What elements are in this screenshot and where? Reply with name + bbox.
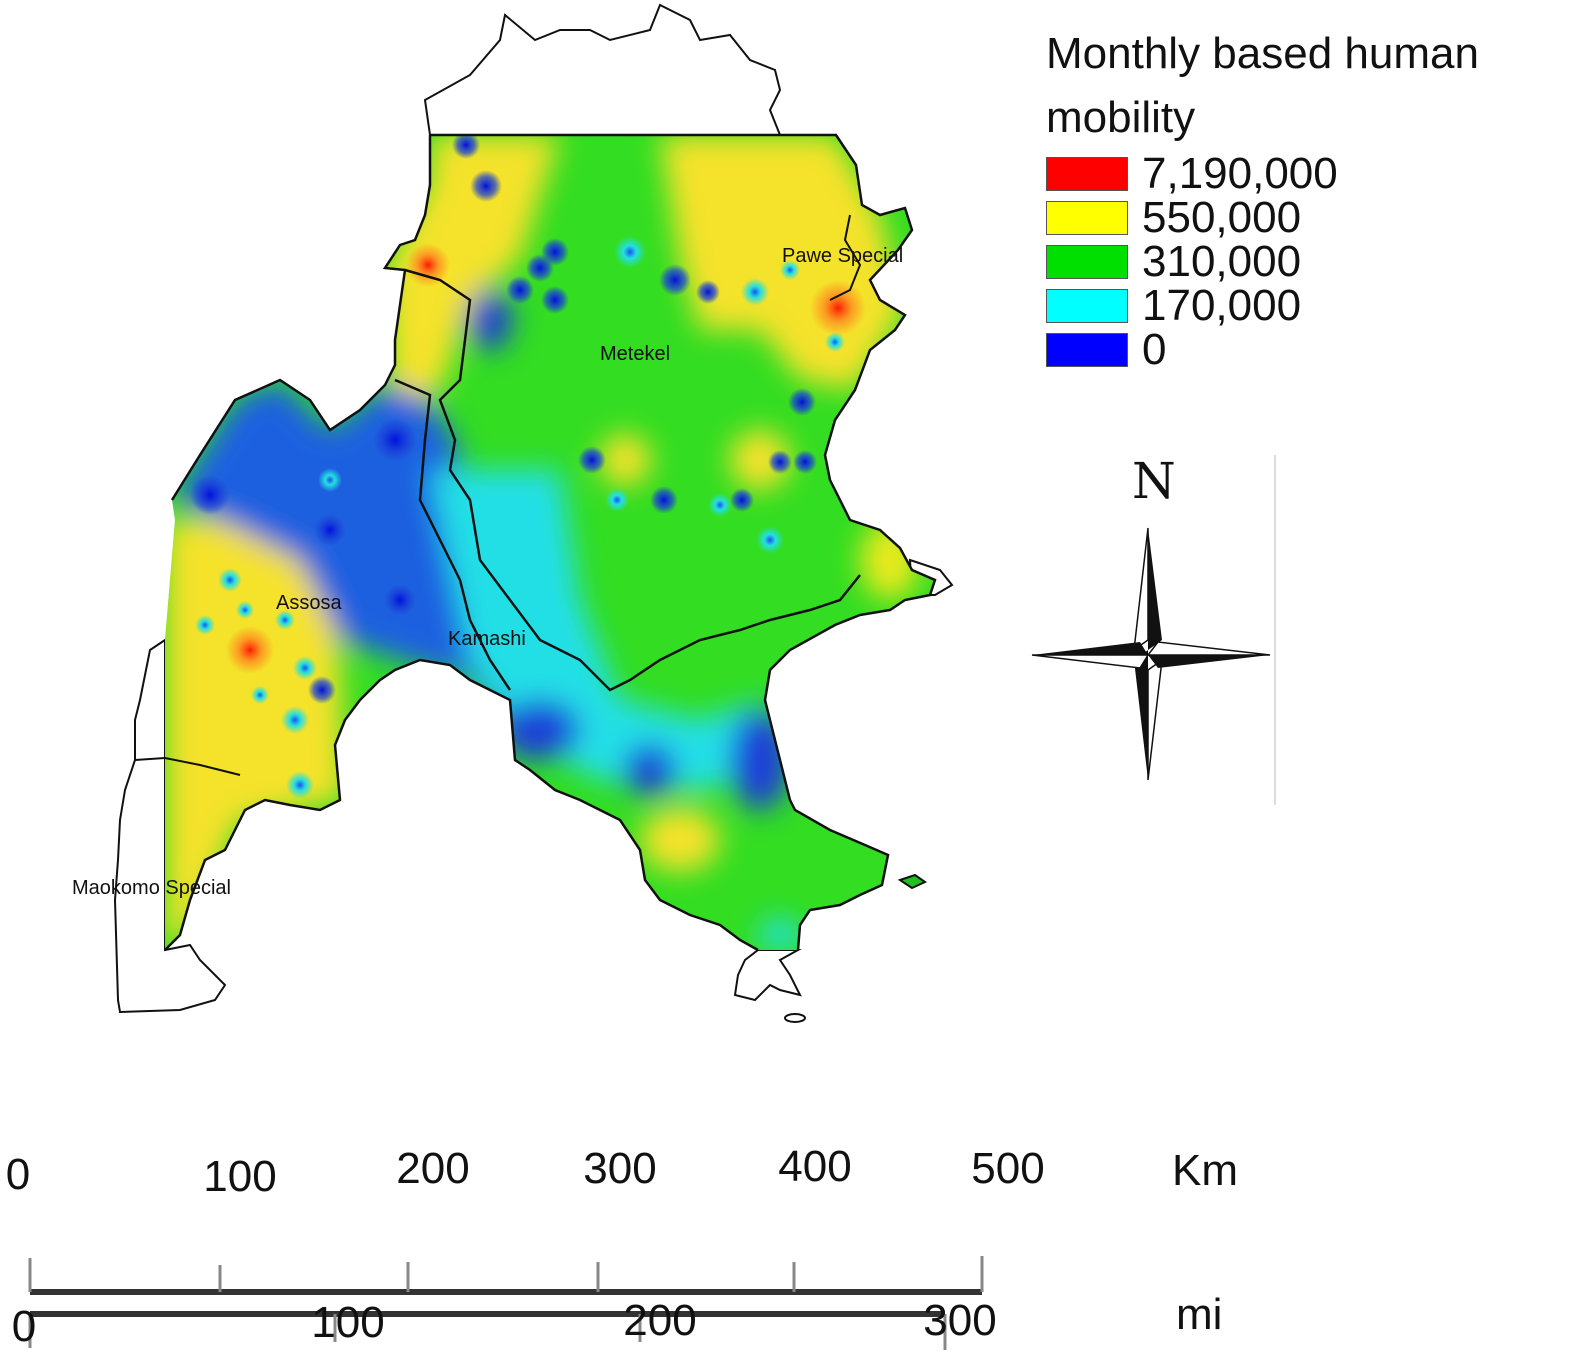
- scale-mi-tick: 100: [311, 1298, 385, 1347]
- boundary-assosa-kamashi: [394, 378, 512, 691]
- outer-boundary-southeast: [733, 949, 802, 1002]
- region-label-pawe: Pawe Special: [782, 245, 903, 267]
- legend-label: 0: [1142, 325, 1167, 374]
- region-label-maokomo: Maokomo Special: [72, 877, 231, 899]
- boundary-pawe: [829, 214, 862, 301]
- region-label-metekel: Metekel: [600, 343, 670, 365]
- scale-km-tick: 200: [396, 1144, 470, 1193]
- scale-mi-tick: 200: [623, 1296, 697, 1345]
- legend-swatch: [1046, 201, 1128, 235]
- legend-row: 310,000: [1046, 240, 1594, 284]
- island-outline: [784, 1013, 806, 1023]
- outer-boundary-north: [423, 3, 782, 136]
- scale-km-tick: 0: [5, 1150, 31, 1199]
- region-label-kamashi: Kamashi: [448, 628, 526, 650]
- legend-row: 7,190,000: [1046, 152, 1594, 196]
- region-boundary-outline: [164, 133, 937, 952]
- legend-row: 170,000: [1046, 284, 1594, 328]
- boundary-maokomo: [134, 756, 241, 776]
- outer-boundary-southwest: [113, 638, 227, 1014]
- scale-mi-tick: 0: [11, 1302, 37, 1351]
- scale-km-tick: 100: [203, 1152, 277, 1201]
- legend-label: 170,000: [1142, 281, 1302, 330]
- legend-row: 0: [1046, 328, 1594, 372]
- legend-row: 550,000: [1046, 196, 1594, 240]
- legend-label: 310,000: [1142, 237, 1302, 286]
- legend-swatch: [1046, 289, 1128, 323]
- north-arrow: N: [1030, 450, 1280, 810]
- scale-km-tick: 400: [778, 1142, 852, 1191]
- island-shape: [897, 873, 927, 890]
- legend: Monthly based human mobility 7,190,000 5…: [1046, 22, 1594, 372]
- legend-rows: 7,190,000 550,000 310,000 170,000 0: [1046, 152, 1594, 372]
- region-label-assosa: Assosa: [276, 592, 342, 614]
- scale-km-unit: Km: [1172, 1146, 1238, 1195]
- legend-swatch: [1046, 333, 1128, 367]
- map-canvas: Pawe Special Metekel Assosa Kamashi Maok…: [72, 3, 954, 1023]
- legend-label: 7,190,000: [1142, 149, 1338, 198]
- boundary-metekel-west: [404, 268, 861, 692]
- scale-bar: 0 100 200 300 400 500 Km 0 100 200 300 m…: [0, 1120, 1594, 1370]
- legend-title: Monthly based human mobility: [1046, 29, 1479, 142]
- scale-mi-unit: mi: [1176, 1290, 1223, 1339]
- scale-mi-tick: 300: [923, 1296, 997, 1345]
- legend-swatch: [1046, 245, 1128, 279]
- scale-km-tick: 300: [583, 1144, 657, 1193]
- scale-bar-lines: [28, 1256, 984, 1350]
- scale-km-tick: 500: [971, 1144, 1045, 1193]
- legend-swatch: [1046, 157, 1128, 191]
- north-label: N: [1132, 452, 1176, 510]
- compass-rose-icon: [1031, 455, 1276, 805]
- legend-label: 550,000: [1142, 193, 1302, 242]
